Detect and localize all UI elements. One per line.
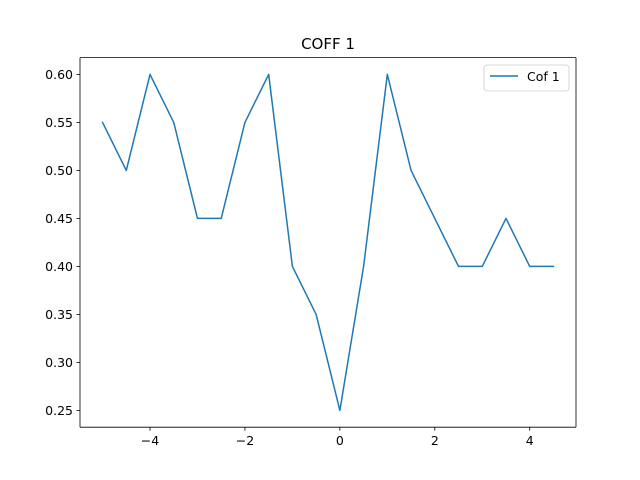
- y-tick-label: 0.45: [45, 211, 73, 226]
- x-tick-label: 2: [431, 433, 439, 448]
- legend-box: [483, 64, 570, 92]
- y-tick-label: 0.25: [45, 403, 73, 418]
- x-tick-label: −2: [236, 433, 254, 448]
- y-tick-label: 0.35: [45, 307, 73, 322]
- y-tick-label: 0.55: [45, 115, 73, 130]
- legend: Cof 1: [483, 64, 570, 92]
- x-axis: −4 −2 0 2 4: [141, 427, 534, 448]
- axes-frame: [79, 57, 577, 428]
- x-tick-label: 0: [336, 433, 344, 448]
- legend-label: Cof 1: [527, 69, 560, 84]
- series-line: [101, 73, 555, 412]
- plot-area: [80, 57, 576, 428]
- y-tick-label: 0.40: [45, 259, 73, 274]
- y-axis: 0.25 0.30 0.35 0.40 0.45 0.50 0.55 0.60: [45, 67, 80, 418]
- series-layer: [101, 73, 555, 412]
- chart-title: COFF 1: [301, 35, 355, 53]
- x-tick-label: 4: [526, 433, 534, 448]
- y-tick-label: 0.50: [45, 163, 73, 178]
- x-tick-label: −4: [141, 433, 159, 448]
- y-tick-label: 0.60: [45, 67, 73, 82]
- y-tick-label: 0.30: [45, 355, 73, 370]
